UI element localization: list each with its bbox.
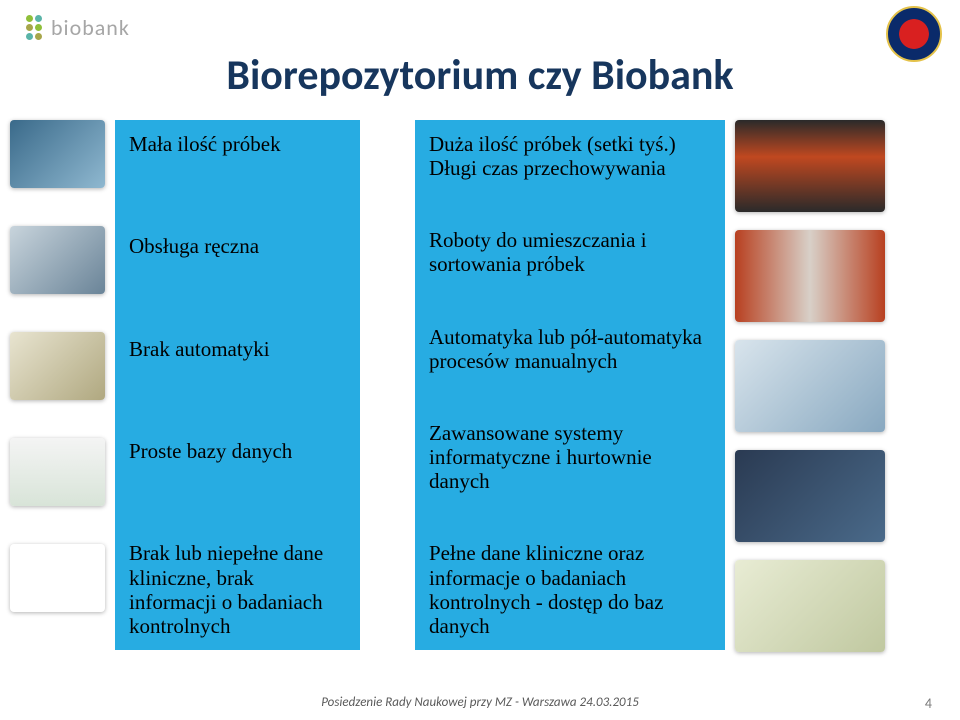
thumb-left-3	[10, 332, 105, 400]
thumb-left-2	[10, 226, 105, 294]
brand-text: biobank	[51, 14, 130, 41]
left-row-1: Mała ilość próbek	[129, 132, 346, 156]
comparison-grid: Mała ilość próbek Obsługa ręczna Brak au…	[0, 120, 960, 650]
brand-logo: biobank	[25, 14, 130, 41]
right-row-4: Zawansowane systemy informatyczne i hurt…	[429, 421, 711, 493]
thumb-right-4	[735, 450, 885, 542]
slide-title: Biorepozytorium czy Biobank	[0, 50, 960, 101]
thumb-right-5	[735, 560, 885, 652]
footer-text: Posiedzenie Rady Naukowej przy MZ - Wars…	[0, 695, 960, 710]
page-number: 4	[925, 695, 932, 712]
left-row-2: Obsługa ręczna	[129, 234, 346, 258]
right-row-1: Duża ilość próbek (setki tyś.) Długi cza…	[429, 132, 711, 180]
biorepozytorium-column: Mała ilość próbek Obsługa ręczna Brak au…	[115, 120, 360, 650]
right-row-3: Automatyka lub pół-automatyka procesów m…	[429, 325, 711, 373]
left-row-5: Brak lub niepełne dane kliniczne, brak i…	[129, 541, 346, 638]
thumb-left-4	[10, 438, 105, 506]
left-thumbnails	[0, 120, 115, 650]
thumb-right-3	[735, 340, 885, 432]
left-row-3: Brak automatyki	[129, 337, 346, 361]
thumb-left-1	[10, 120, 105, 188]
right-thumbnails	[725, 120, 900, 650]
thumb-right-1	[735, 120, 885, 212]
biobank-column: Duża ilość próbek (setki tyś.) Długi cza…	[415, 120, 725, 650]
thumb-left-5	[10, 544, 105, 612]
left-row-4: Proste bazy danych	[129, 439, 346, 463]
right-row-5: Pełne dane kliniczne oraz informacje o b…	[429, 541, 711, 638]
logo-dots-icon	[25, 14, 43, 41]
right-row-2: Roboty do umieszczania i sortowania prób…	[429, 228, 711, 276]
thumb-right-2	[735, 230, 885, 322]
